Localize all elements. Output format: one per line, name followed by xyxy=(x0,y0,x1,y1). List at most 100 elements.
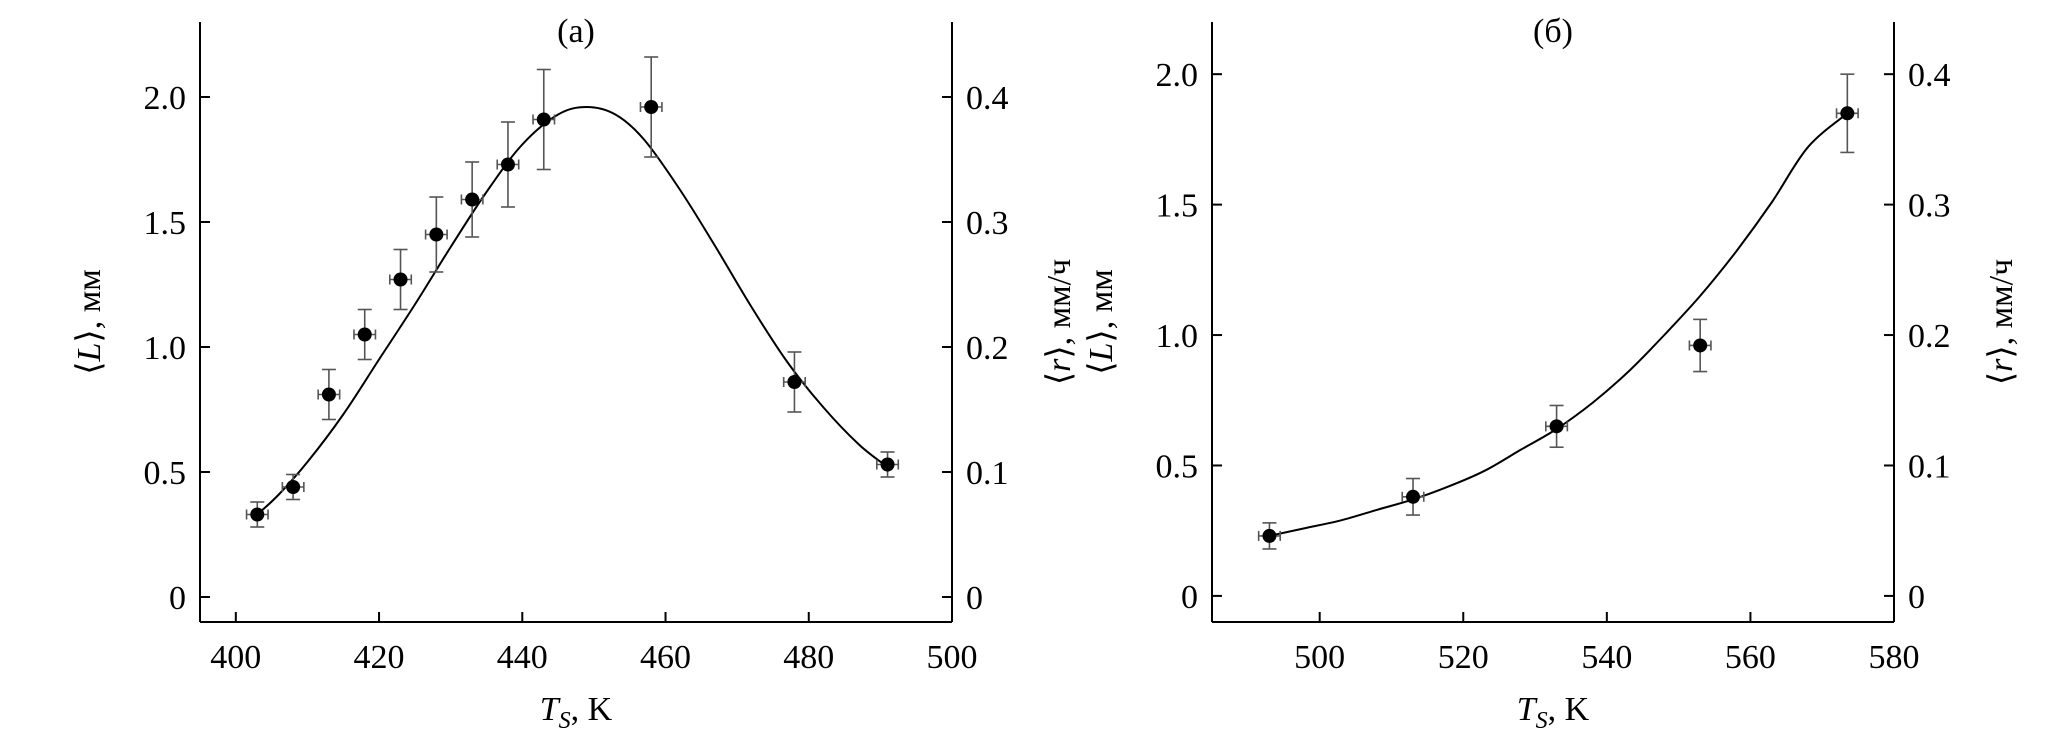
data-point-group xyxy=(782,351,806,413)
data-point-group xyxy=(1688,318,1712,373)
panel-label: (а) xyxy=(557,13,595,50)
data-point-group xyxy=(496,121,520,208)
data-point xyxy=(500,157,515,172)
data-point-group xyxy=(1545,404,1569,449)
data-point-group xyxy=(388,248,413,311)
data-point xyxy=(787,375,802,389)
data-point xyxy=(429,227,444,242)
data-point-group xyxy=(245,501,269,528)
y-axis-title-right: ⟨r⟩, мм/ч xyxy=(1983,259,2020,385)
x-tick-label: 520 xyxy=(1438,639,1489,676)
data-point xyxy=(880,457,895,472)
y-left-unit: , мм xyxy=(1083,269,1120,329)
data-point xyxy=(357,327,372,342)
y-left-open-bracket: ⟨ xyxy=(71,361,108,374)
data-point xyxy=(1693,338,1708,353)
data-point xyxy=(286,480,301,494)
x-tick-label: 580 xyxy=(1869,639,1920,676)
data-point-group xyxy=(281,473,305,501)
x-tick-label: 560 xyxy=(1725,639,1776,676)
x-axis-title: TS, K xyxy=(1517,691,1590,734)
y-right-close-bracket: ⟩ xyxy=(1041,345,1078,358)
y-right-symbol: r xyxy=(1983,358,2020,372)
y-tick-label-right: 0.1 xyxy=(966,455,1009,492)
x-tick-label: 460 xyxy=(640,639,691,676)
y-tick-label-left: 1.5 xyxy=(1156,188,1199,225)
y-tick-label-left: 2.0 xyxy=(144,80,187,117)
x-tick-label: 440 xyxy=(497,639,548,676)
y-tick-label-left: 1.0 xyxy=(1156,318,1199,355)
data-point-group xyxy=(1257,522,1281,550)
y-axis-title-left: ⟨L⟩, мм xyxy=(1083,269,1120,374)
data-point-group xyxy=(639,56,663,158)
y-right-unit: , мм/ч xyxy=(1041,259,1078,346)
x-axis-subscript: S xyxy=(1536,708,1548,734)
x-tick-label: 400 xyxy=(210,639,261,676)
y-tick-label-right: 0.2 xyxy=(966,330,1009,367)
fit-curve xyxy=(1269,112,1848,537)
data-point-group xyxy=(353,308,377,361)
y-tick-label-right: 0.1 xyxy=(1908,448,1951,485)
y-tick-label-right: 0 xyxy=(966,580,983,617)
x-axis-title: TS, K xyxy=(540,691,613,734)
x-tick-label: 500 xyxy=(1294,639,1345,676)
data-point xyxy=(644,100,659,114)
panel-a: 400 420 440 460 480 500 0 0.5 1.0 1.5 2.0 0 0.1 0.2 0.… xyxy=(71,13,1078,734)
data-point xyxy=(250,507,265,522)
y-left-symbol: L xyxy=(71,343,108,363)
x-axis-symbol: T xyxy=(1517,691,1538,728)
y-axis-title-right: ⟨r⟩, мм/ч xyxy=(1041,259,1078,385)
y-right-symbol: r xyxy=(1041,358,1078,372)
data-point-group xyxy=(532,68,556,171)
data-point-group xyxy=(875,451,900,478)
x-tick-label: 540 xyxy=(1581,639,1632,676)
x-axis-unit: , K xyxy=(1548,691,1590,728)
y-left-symbol: L xyxy=(1083,343,1120,363)
data-point xyxy=(465,192,480,207)
data-point xyxy=(393,272,408,287)
data-point-group xyxy=(460,161,484,238)
x-tick-label: 420 xyxy=(354,639,405,676)
data-point-group xyxy=(424,196,448,273)
y-tick-label-right: 0 xyxy=(1908,579,1925,616)
y-tick-label-right: 0.4 xyxy=(966,80,1009,117)
y-tick-label-left: 0 xyxy=(169,580,186,617)
y-left-close-bracket: ⟩ xyxy=(71,329,108,342)
y-left-close-bracket: ⟩ xyxy=(1083,329,1120,342)
y-right-unit: , мм/ч xyxy=(1983,259,2020,346)
x-tick-label: 500 xyxy=(927,639,978,676)
y-tick-label-left: 2.0 xyxy=(1156,57,1199,94)
y-left-open-bracket: ⟨ xyxy=(1083,361,1120,374)
data-point-group xyxy=(1835,73,1859,154)
y-tick-label-right: 0.2 xyxy=(1908,318,1951,355)
data-point-group xyxy=(317,368,341,421)
data-point xyxy=(1840,106,1855,121)
data-point xyxy=(321,387,336,402)
panel-label: (б) xyxy=(1533,13,1573,50)
data-point-group xyxy=(1401,477,1425,516)
panel-b: 500 520 540 560 580 0 0.5 1.0 1.5 2.0 0 0.1 0.2 0.3 0.… xyxy=(1083,13,2020,734)
y-axis-title-left: ⟨L⟩, мм xyxy=(71,269,108,374)
data-point xyxy=(1262,528,1277,543)
y-right-open-bracket: ⟨ xyxy=(1983,372,2020,385)
y-tick-label-right: 0.3 xyxy=(966,205,1009,242)
fit-curve xyxy=(256,105,889,516)
y-right-open-bracket: ⟨ xyxy=(1041,372,1078,385)
y-tick-label-left: 0.5 xyxy=(1156,448,1199,485)
y-tick-label-right: 0.3 xyxy=(1908,188,1951,225)
y-tick-label-left: 1.0 xyxy=(144,330,187,367)
x-tick-label: 480 xyxy=(783,639,834,676)
x-axis-unit: , K xyxy=(571,691,613,728)
y-right-close-bracket: ⟩ xyxy=(1983,345,2020,358)
y-tick-label-left: 0 xyxy=(1181,579,1198,616)
y-tick-label-left: 0.5 xyxy=(144,455,187,492)
data-point xyxy=(1406,489,1421,504)
x-axis-subscript: S xyxy=(559,708,571,734)
y-tick-label-left: 1.5 xyxy=(144,205,187,242)
x-axis-symbol: T xyxy=(540,691,561,728)
y-left-unit: , мм xyxy=(71,269,108,329)
data-point xyxy=(1549,419,1564,434)
y-tick-label-right: 0.4 xyxy=(1908,57,1951,94)
data-point xyxy=(536,112,551,127)
